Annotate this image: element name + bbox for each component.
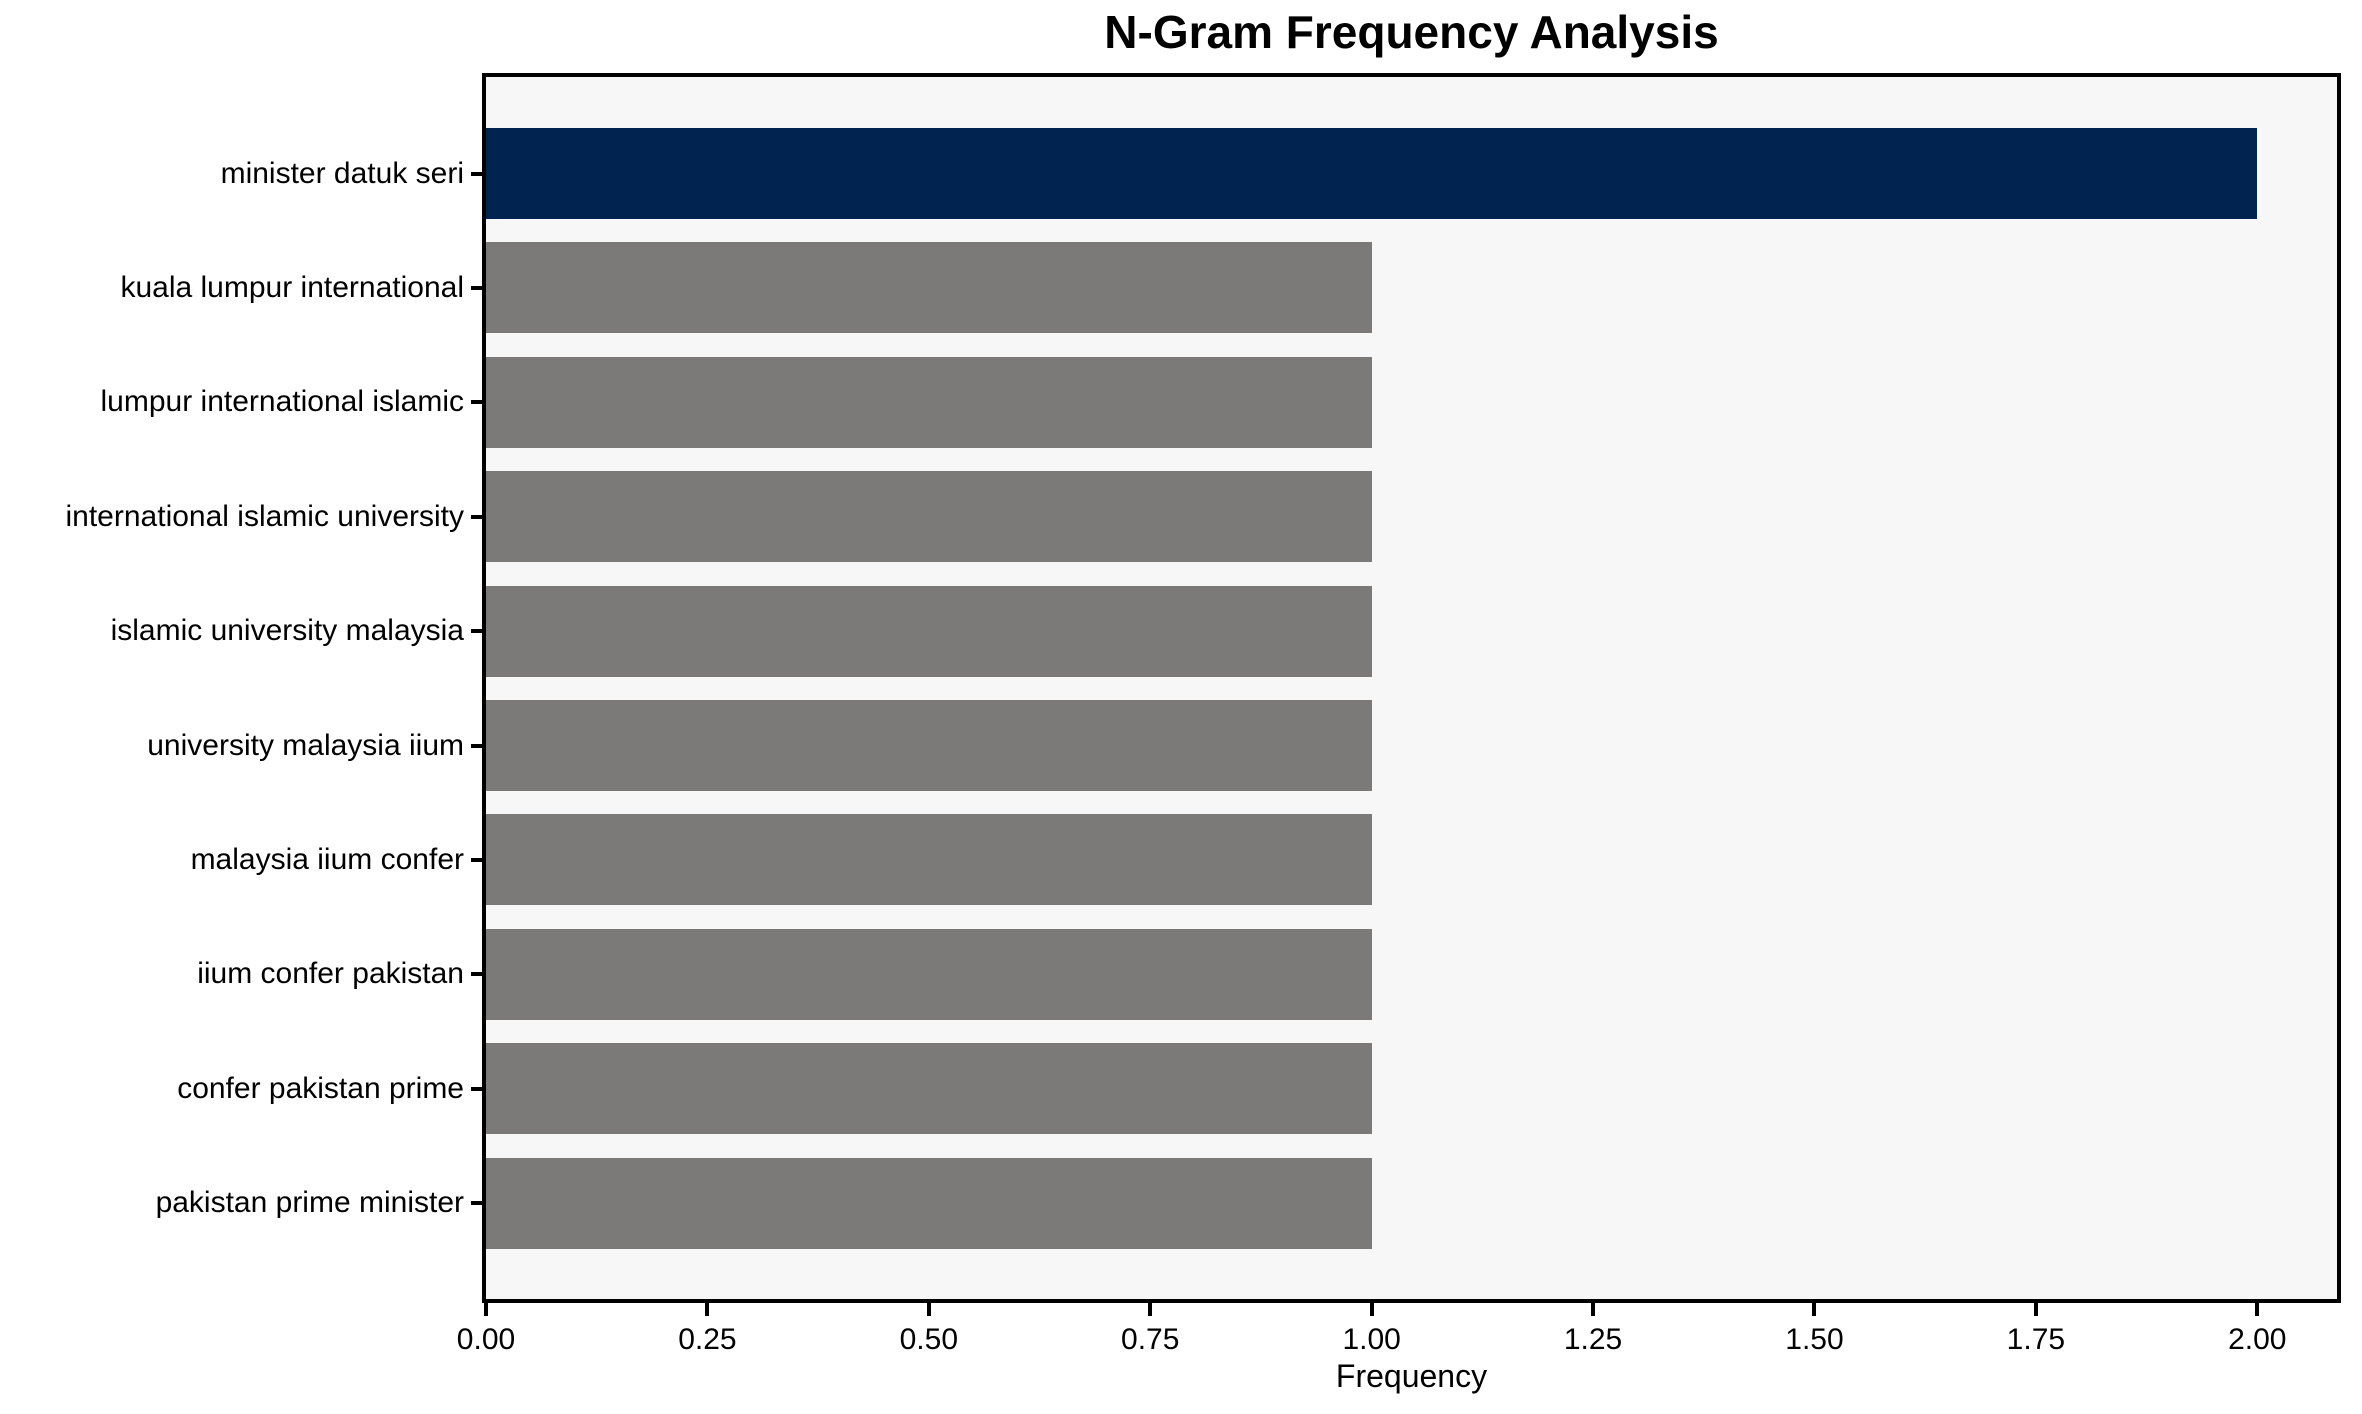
bar <box>486 814 1372 906</box>
x-tick-mark <box>484 1303 488 1316</box>
y-tick-mark <box>471 171 482 176</box>
x-tick-label: 0.50 <box>899 1323 958 1356</box>
y-tick-mark <box>471 629 482 634</box>
x-tick-label: 2.00 <box>2228 1323 2287 1356</box>
y-tick-label: iium confer pakistan <box>197 957 464 991</box>
x-tick-mark <box>1148 1303 1153 1316</box>
x-tick-label: 1.50 <box>1785 1323 1844 1356</box>
y-tick-mark <box>471 285 482 290</box>
bar <box>486 928 1372 1020</box>
y-tick-mark <box>471 400 482 405</box>
y-tick-mark <box>471 1086 482 1091</box>
y-tick-mark <box>471 1201 482 1206</box>
y-tick-mark <box>471 857 482 862</box>
x-tick-label: 1.25 <box>1563 1323 1623 1356</box>
chart-title: N-Gram Frequency Analysis <box>1104 6 1719 58</box>
x-tick-mark <box>1591 1303 1596 1316</box>
plot-area <box>482 73 2341 1303</box>
y-tick-label: international islamic university <box>65 499 465 533</box>
x-tick-label: 0.25 <box>678 1323 737 1356</box>
y-tick-label: kuala lumpur international <box>120 270 464 304</box>
x-tick-mark <box>1812 1303 1817 1316</box>
x-tick-label: 1.75 <box>2006 1323 2066 1356</box>
x-tick-mark <box>2033 1303 2038 1316</box>
bar <box>486 471 1372 563</box>
y-tick-mark <box>471 743 482 748</box>
x-tick-label: 1.00 <box>1342 1323 1401 1356</box>
y-tick-label: pakistan prime minister <box>155 1186 464 1220</box>
x-tick-mark <box>1369 1303 1374 1316</box>
x-tick-label: 0.00 <box>456 1323 516 1356</box>
y-tick-label: malaysia iium confer <box>190 842 464 876</box>
x-tick-label: 0.75 <box>1121 1323 1180 1356</box>
bar <box>486 585 1372 677</box>
x-tick-mark <box>926 1303 931 1316</box>
bar <box>486 1043 1372 1135</box>
y-tick-label: university malaysia iium <box>147 728 464 762</box>
y-tick-mark <box>471 972 482 977</box>
y-tick-label: confer pakistan prime <box>177 1071 464 1105</box>
bar <box>486 1157 1372 1249</box>
x-tick-mark <box>705 1303 710 1316</box>
x-axis-label: Frequency <box>1335 1358 1488 1394</box>
bar <box>486 356 1372 448</box>
y-tick-label: lumpur international islamic <box>100 385 465 419</box>
bar <box>486 242 1372 334</box>
y-tick-label: minister datuk seri <box>220 156 464 190</box>
bar <box>486 128 2258 219</box>
bars-layer <box>486 77 2337 1299</box>
bar <box>486 700 1372 791</box>
y-tick-mark <box>471 514 482 519</box>
x-tick-mark <box>2255 1303 2260 1316</box>
y-tick-label: islamic university malaysia <box>110 614 464 648</box>
